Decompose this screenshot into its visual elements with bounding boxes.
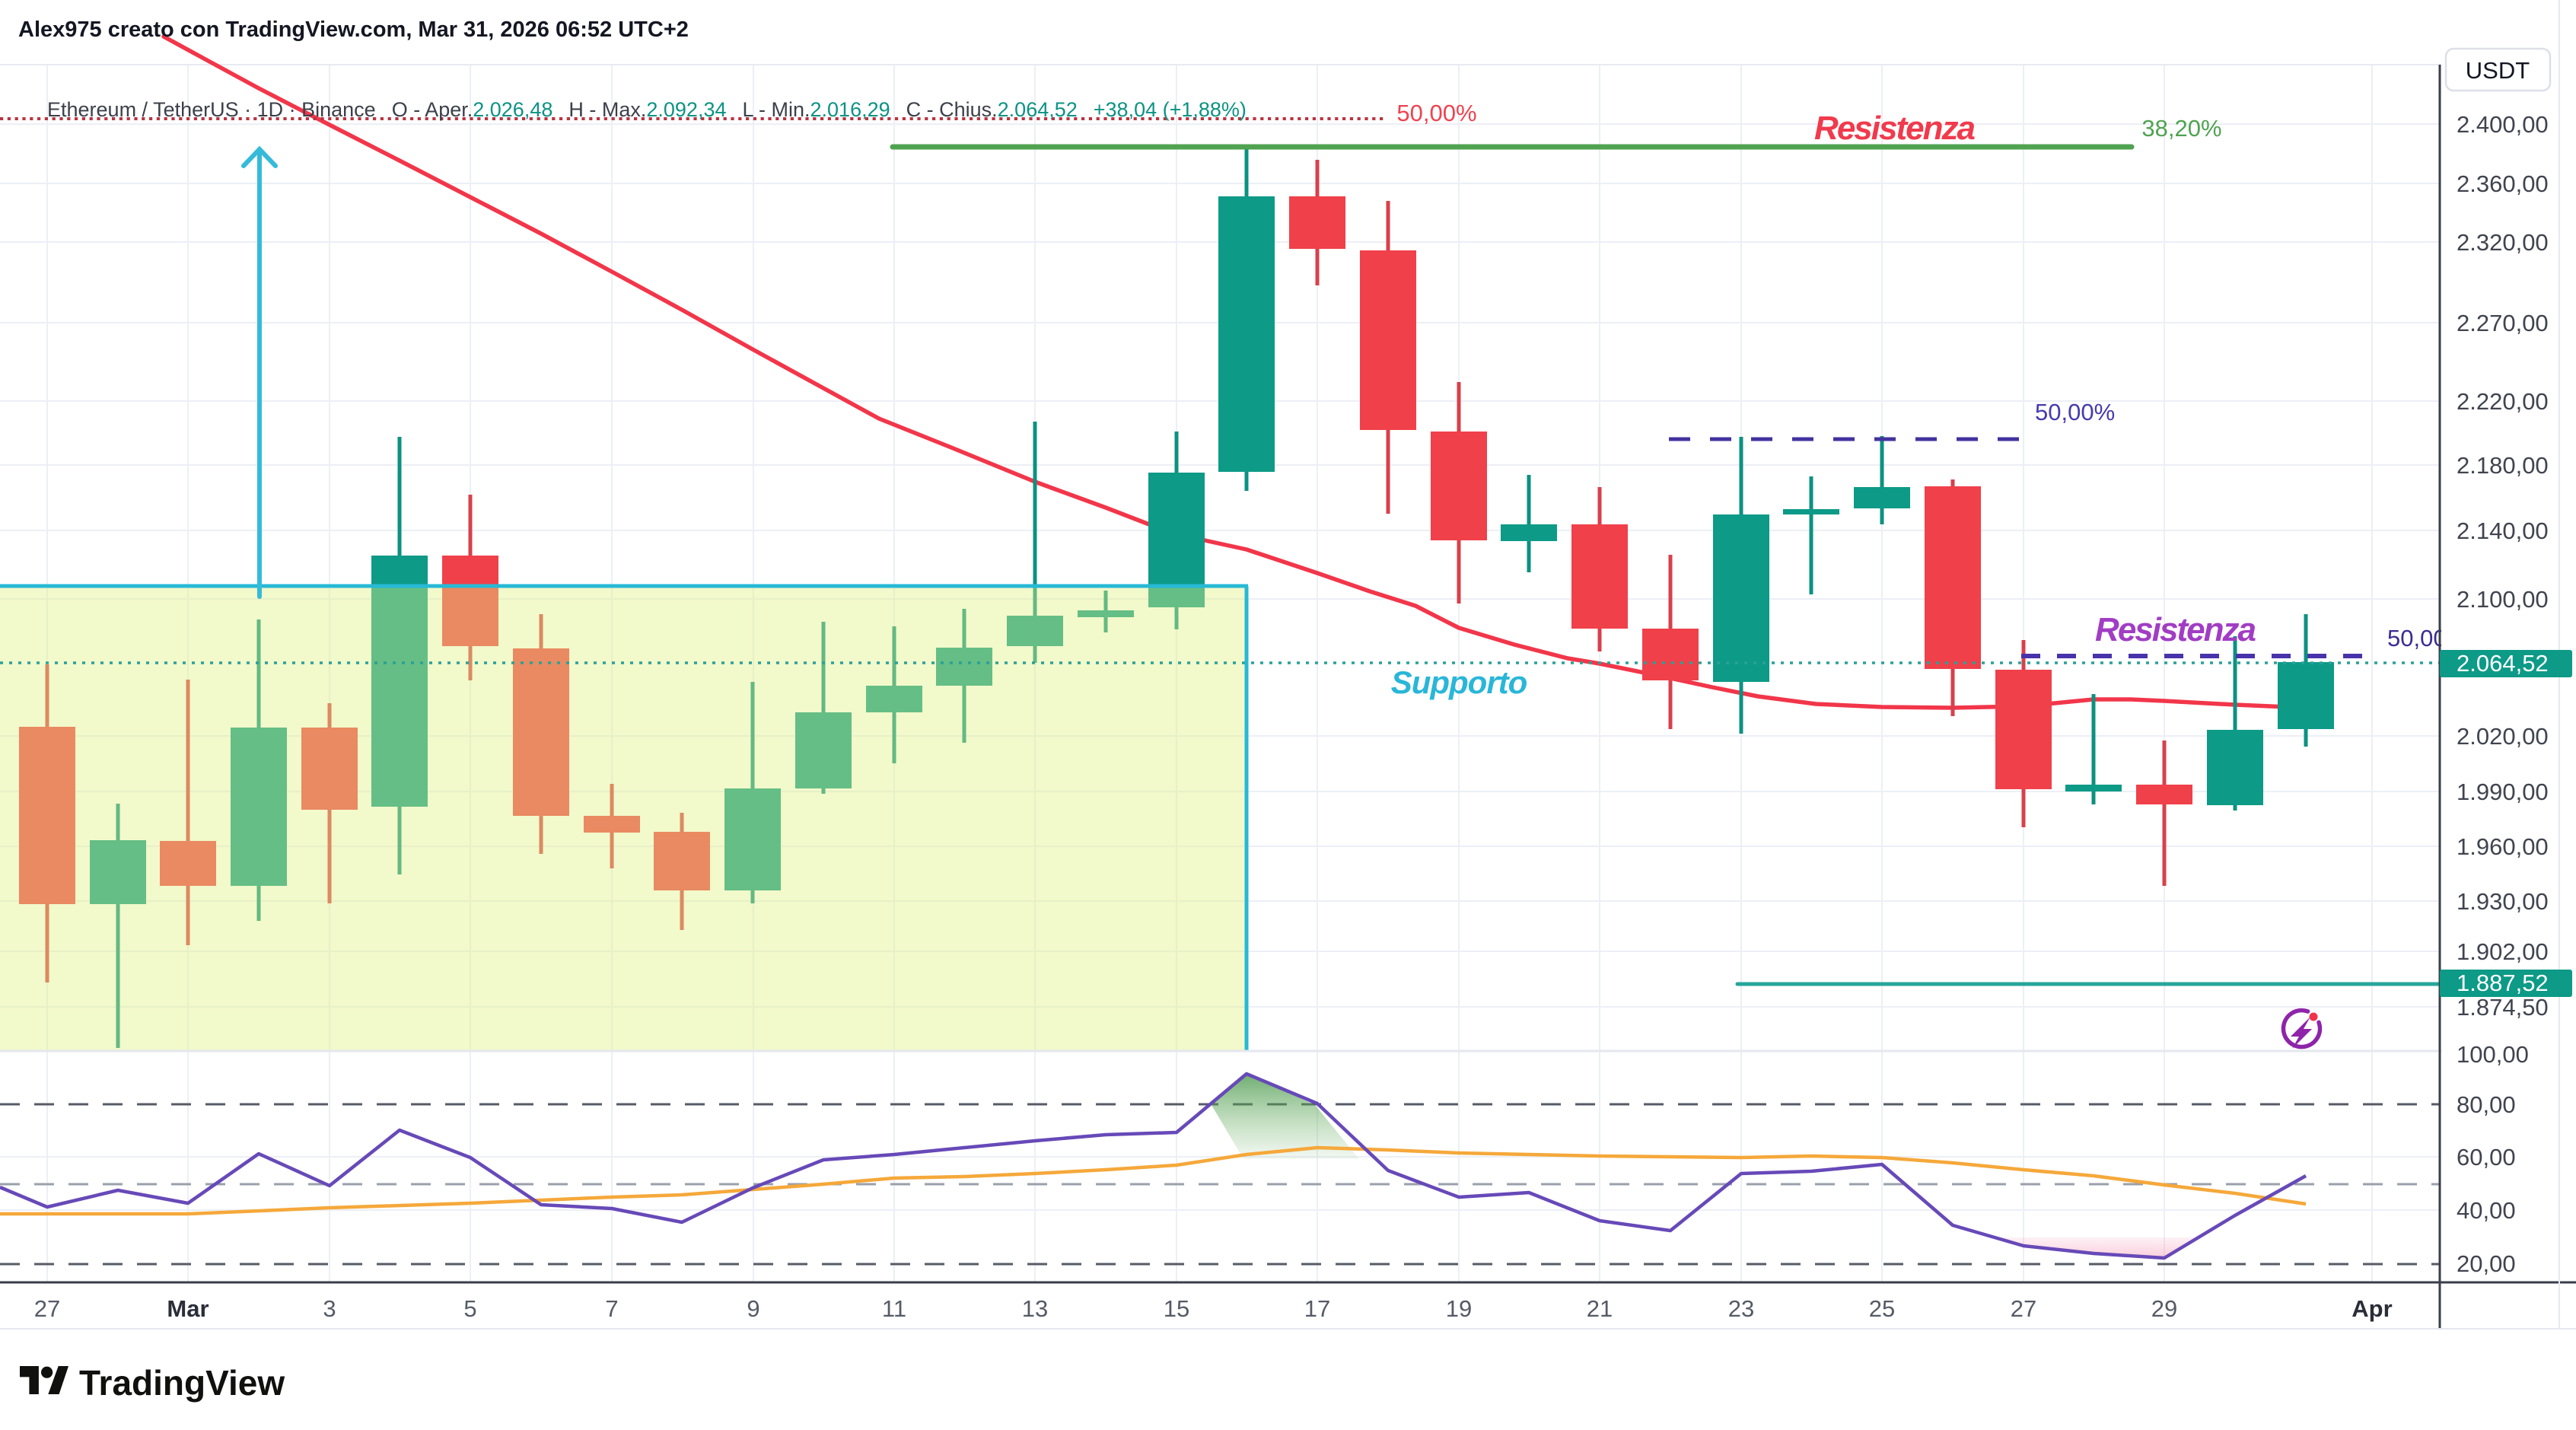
- svg-text:27: 27: [34, 1295, 60, 1322]
- svg-text:1.990,00: 1.990,00: [2457, 779, 2549, 805]
- svg-text:50,00%: 50,00%: [1396, 100, 1476, 126]
- svg-text:80,00: 80,00: [2457, 1091, 2516, 1118]
- svg-text:TradingView: TradingView: [79, 1363, 285, 1403]
- svg-text:1.874,50: 1.874,50: [2457, 994, 2549, 1021]
- svg-text:25: 25: [1869, 1295, 1895, 1322]
- svg-text:50,00: 50,00: [2387, 625, 2447, 651]
- svg-text:Supporto: Supporto: [1391, 664, 1527, 700]
- svg-text:2.100,00: 2.100,00: [2457, 586, 2549, 613]
- svg-text:29: 29: [2151, 1295, 2177, 1322]
- svg-text:1.960,00: 1.960,00: [2457, 833, 2549, 860]
- svg-text:2.270,00: 2.270,00: [2457, 310, 2549, 336]
- svg-text:2.320,00: 2.320,00: [2457, 229, 2549, 256]
- svg-text:13: 13: [1022, 1295, 1048, 1322]
- svg-text:Resistenza: Resistenza: [2095, 611, 2256, 648]
- svg-text:Apr: Apr: [2352, 1295, 2392, 1322]
- svg-text:2.400,00: 2.400,00: [2457, 111, 2549, 138]
- svg-text:15: 15: [1164, 1295, 1189, 1322]
- svg-text:21: 21: [1587, 1295, 1613, 1322]
- svg-text:50,00%: 50,00%: [2035, 399, 2115, 425]
- svg-text:17: 17: [1304, 1295, 1330, 1322]
- svg-text:23: 23: [1728, 1295, 1754, 1322]
- svg-text:Ethereum / TetherUS · 1D · Bin: Ethereum / TetherUS · 1D · Binance O - A…: [47, 98, 1247, 121]
- svg-text:60,00: 60,00: [2457, 1144, 2516, 1170]
- svg-text:100,00: 100,00: [2457, 1041, 2529, 1068]
- svg-text:9: 9: [747, 1295, 759, 1322]
- svg-text:2.360,00: 2.360,00: [2457, 170, 2549, 197]
- svg-text:1.902,00: 1.902,00: [2457, 938, 2549, 965]
- svg-text:Resistenza: Resistenza: [1814, 110, 1975, 147]
- svg-text:5: 5: [463, 1295, 476, 1322]
- svg-text:19: 19: [1446, 1295, 1472, 1322]
- svg-text:2.020,00: 2.020,00: [2457, 723, 2549, 750]
- svg-text:40,00: 40,00: [2457, 1197, 2516, 1224]
- svg-text:2.140,00: 2.140,00: [2457, 518, 2549, 544]
- svg-text:USDT: USDT: [2466, 57, 2530, 84]
- svg-text:1.887,52: 1.887,52: [2457, 970, 2549, 996]
- svg-text:11: 11: [882, 1295, 906, 1322]
- svg-text:2.064,52: 2.064,52: [2457, 650, 2549, 677]
- svg-text:Mar: Mar: [167, 1295, 209, 1322]
- svg-text:Alex975 creato con TradingView: Alex975 creato con TradingView.com, Mar …: [18, 18, 689, 42]
- svg-text:1.930,00: 1.930,00: [2457, 888, 2549, 915]
- svg-text:3: 3: [323, 1295, 336, 1322]
- svg-text:20,00: 20,00: [2457, 1250, 2516, 1277]
- svg-text:38,20%: 38,20%: [2141, 115, 2221, 142]
- svg-text:2.220,00: 2.220,00: [2457, 388, 2549, 415]
- svg-text:2.180,00: 2.180,00: [2457, 452, 2549, 479]
- svg-text:27: 27: [2011, 1295, 2036, 1322]
- svg-text:7: 7: [605, 1295, 618, 1322]
